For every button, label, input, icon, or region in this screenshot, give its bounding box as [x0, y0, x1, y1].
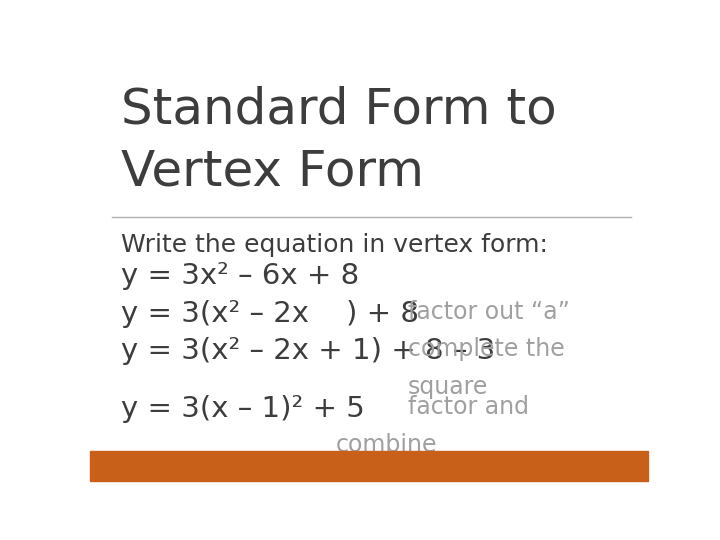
Text: square: square: [408, 375, 488, 399]
Text: Write the equation in vertex form:: Write the equation in vertex form:: [121, 233, 548, 257]
Text: y = 3(x² – 2x + 1) + 8 – 3: y = 3(x² – 2x + 1) + 8 – 3: [121, 337, 495, 365]
Text: complete the: complete the: [408, 337, 564, 361]
Text: Standard Form to: Standard Form to: [121, 85, 557, 133]
Text: y = 3x² – 6x + 8: y = 3x² – 6x + 8: [121, 262, 359, 291]
Text: factor and: factor and: [408, 395, 529, 420]
Text: Vertex Form: Vertex Form: [121, 148, 423, 196]
Text: factor out “a”: factor out “a”: [408, 300, 570, 323]
Text: combine: combine: [336, 433, 437, 457]
Bar: [90, 451, 648, 481]
Text: y = 3(x – 1)² + 5: y = 3(x – 1)² + 5: [121, 395, 364, 423]
Text: y = 3(x² – 2x    ) + 8: y = 3(x² – 2x ) + 8: [121, 300, 419, 328]
